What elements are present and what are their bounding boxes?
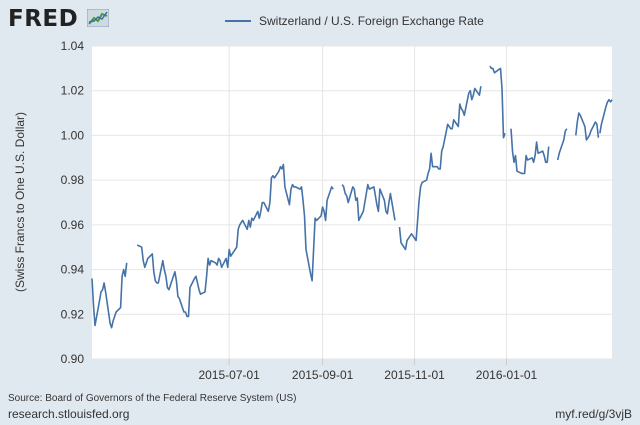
series-line-segment	[341, 183, 396, 222]
y-tick-label: 0.90	[61, 352, 85, 366]
short-link[interactable]: myf.red/g/3vjB	[555, 407, 632, 421]
series-line-segment	[599, 98, 613, 134]
x-tick-labels: 2015-07-01 2015-09-01 2015-11-01 2016-01-01	[198, 368, 537, 382]
series-line-segment	[398, 86, 482, 251]
exchange-rate-chart: 0.90 0.92 0.94 0.96 0.98 1.00 1.02 1.04 2015-07…	[13, 39, 613, 382]
series-line-segment	[575, 112, 600, 141]
legend-swatch	[225, 20, 251, 22]
chart-legend: Switzerland / U.S. Foreign Exchange Rate	[225, 14, 484, 28]
site-link[interactable]: research.stlouisfed.org	[8, 407, 130, 421]
y-tick-labels: 0.90 0.92 0.94 0.96 0.98 1.00 1.02 1.04	[61, 39, 85, 366]
series-line-segment	[489, 65, 506, 139]
series-line-segment	[510, 128, 550, 175]
plot-area	[92, 46, 612, 359]
y-tick-label: 1.04	[61, 39, 85, 53]
source-note: Source: Board of Governors of the Federa…	[8, 393, 297, 404]
x-tick-label: 2016-01-01	[476, 368, 538, 382]
x-tick-label: 2015-07-01	[198, 368, 260, 382]
fred-logo-chart-icon	[87, 9, 109, 27]
y-axis-label: (Swiss Francs to One U.S. Dollar)	[13, 112, 27, 292]
y-tick-label: 1.02	[61, 84, 85, 98]
series-line-segment	[556, 128, 568, 161]
x-tick-label: 2015-11-01	[384, 368, 445, 382]
fred-logo[interactable]: FRED	[8, 6, 79, 32]
legend-label: Switzerland / U.S. Foreign Exchange Rate	[259, 14, 484, 28]
x-tick-label: 2015-09-01	[292, 368, 354, 382]
y-tick-label: 0.92	[61, 307, 85, 321]
y-tick-label: 1.00	[61, 128, 85, 142]
series-line-segment	[91, 262, 128, 329]
series-group	[91, 65, 613, 329]
gridlines	[92, 45, 612, 365]
y-tick-label: 0.96	[61, 218, 85, 232]
series-line-segment	[136, 163, 334, 318]
y-tick-label: 0.94	[61, 263, 85, 277]
y-tick-label: 0.98	[61, 173, 85, 187]
